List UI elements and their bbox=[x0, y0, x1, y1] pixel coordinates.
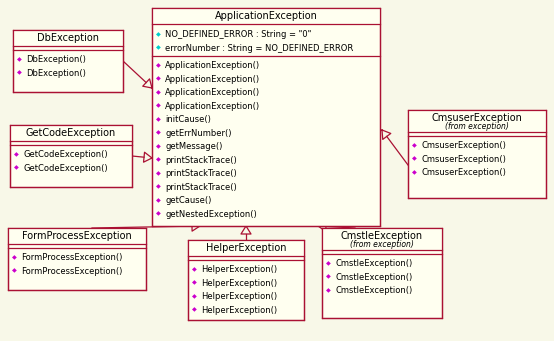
Text: ◆: ◆ bbox=[412, 157, 417, 162]
Text: CmstleException(): CmstleException() bbox=[335, 273, 412, 282]
Text: FormProcessException(): FormProcessException() bbox=[21, 253, 122, 262]
Text: ◆: ◆ bbox=[192, 281, 197, 286]
Text: ApplicationException(): ApplicationException() bbox=[165, 102, 260, 111]
Text: CmstleException: CmstleException bbox=[341, 231, 423, 241]
Bar bbox=[188, 240, 304, 320]
Bar bbox=[10, 125, 132, 141]
Text: ApplicationException(): ApplicationException() bbox=[165, 88, 260, 97]
Text: ApplicationException(): ApplicationException() bbox=[165, 75, 260, 84]
Bar bbox=[408, 110, 546, 198]
Text: GetCodeException(): GetCodeException() bbox=[23, 150, 107, 159]
Text: ◆: ◆ bbox=[17, 57, 22, 62]
Text: (from exception): (from exception) bbox=[350, 240, 414, 249]
Text: CmstleException(): CmstleException() bbox=[335, 259, 412, 268]
Text: HelperException(): HelperException() bbox=[201, 292, 277, 301]
Bar bbox=[13, 30, 123, 92]
Text: (from exception): (from exception) bbox=[445, 121, 509, 131]
Text: FormProcessException(): FormProcessException() bbox=[21, 267, 122, 276]
Text: CmsuserException: CmsuserException bbox=[432, 113, 522, 123]
Text: ◆: ◆ bbox=[156, 171, 161, 176]
Text: ◆: ◆ bbox=[14, 152, 19, 157]
Text: CmsuserException(): CmsuserException() bbox=[421, 141, 506, 150]
Bar bbox=[8, 228, 146, 244]
Text: errorNumber : String = NO_DEFINED_ERROR: errorNumber : String = NO_DEFINED_ERROR bbox=[165, 44, 353, 53]
Bar bbox=[8, 228, 146, 290]
Text: HelperException(): HelperException() bbox=[201, 306, 277, 315]
Text: getMessage(): getMessage() bbox=[165, 142, 222, 151]
Text: ◆: ◆ bbox=[326, 288, 331, 293]
Text: GetCodeException(): GetCodeException() bbox=[23, 164, 107, 173]
Text: ◆: ◆ bbox=[156, 198, 161, 203]
Text: NO_DEFINED_ERROR : String = "0": NO_DEFINED_ERROR : String = "0" bbox=[165, 30, 311, 39]
Text: ◆: ◆ bbox=[156, 46, 161, 51]
Text: DbException(): DbException() bbox=[26, 69, 86, 78]
Text: ◆: ◆ bbox=[12, 269, 17, 274]
Text: ◆: ◆ bbox=[156, 104, 161, 109]
Text: ◆: ◆ bbox=[412, 170, 417, 175]
Text: ApplicationException: ApplicationException bbox=[214, 11, 317, 21]
Text: ◆: ◆ bbox=[192, 267, 197, 272]
Text: ◆: ◆ bbox=[156, 32, 161, 37]
Text: ◆: ◆ bbox=[156, 144, 161, 149]
Text: ApplicationException(): ApplicationException() bbox=[165, 61, 260, 70]
Text: HelperException(): HelperException() bbox=[201, 279, 277, 288]
Bar bbox=[188, 240, 304, 256]
Text: ◆: ◆ bbox=[156, 212, 161, 217]
Text: ◆: ◆ bbox=[156, 63, 161, 68]
Text: CmsuserException(): CmsuserException() bbox=[421, 155, 506, 164]
Bar bbox=[10, 125, 132, 187]
Text: ◆: ◆ bbox=[156, 131, 161, 136]
Text: ◆: ◆ bbox=[192, 294, 197, 299]
Text: ◆: ◆ bbox=[156, 185, 161, 190]
Bar bbox=[152, 8, 380, 226]
Text: ◆: ◆ bbox=[192, 308, 197, 313]
Text: getErrNumber(): getErrNumber() bbox=[165, 129, 232, 138]
Text: ◆: ◆ bbox=[412, 143, 417, 148]
Text: ◆: ◆ bbox=[326, 275, 331, 280]
Text: HelperException: HelperException bbox=[206, 243, 286, 253]
Text: printStackTrace(): printStackTrace() bbox=[165, 183, 237, 192]
Text: ◆: ◆ bbox=[156, 90, 161, 95]
Bar bbox=[13, 30, 123, 46]
Bar bbox=[322, 228, 442, 318]
Text: HelperException(): HelperException() bbox=[201, 265, 277, 274]
Bar bbox=[152, 8, 380, 24]
Bar bbox=[322, 228, 442, 250]
Text: getNestedException(): getNestedException() bbox=[165, 210, 257, 219]
Text: printStackTrace(): printStackTrace() bbox=[165, 156, 237, 165]
Text: printStackTrace(): printStackTrace() bbox=[165, 169, 237, 178]
Text: ◆: ◆ bbox=[12, 255, 17, 260]
Text: ◆: ◆ bbox=[156, 77, 161, 82]
Text: CmstleException(): CmstleException() bbox=[335, 286, 412, 295]
Text: ◆: ◆ bbox=[156, 117, 161, 122]
Text: getCause(): getCause() bbox=[165, 196, 212, 205]
Text: DbException(): DbException() bbox=[26, 55, 86, 64]
Text: ◆: ◆ bbox=[17, 71, 22, 76]
Text: ◆: ◆ bbox=[326, 261, 331, 266]
Bar bbox=[408, 110, 546, 132]
Text: ◆: ◆ bbox=[156, 158, 161, 163]
Text: DbException: DbException bbox=[37, 33, 99, 43]
Text: GetCodeException: GetCodeException bbox=[26, 128, 116, 138]
Text: initCause(): initCause() bbox=[165, 115, 211, 124]
Text: ◆: ◆ bbox=[14, 166, 19, 171]
Text: CmsuserException(): CmsuserException() bbox=[421, 168, 506, 177]
Text: FormProcessException: FormProcessException bbox=[22, 231, 132, 241]
